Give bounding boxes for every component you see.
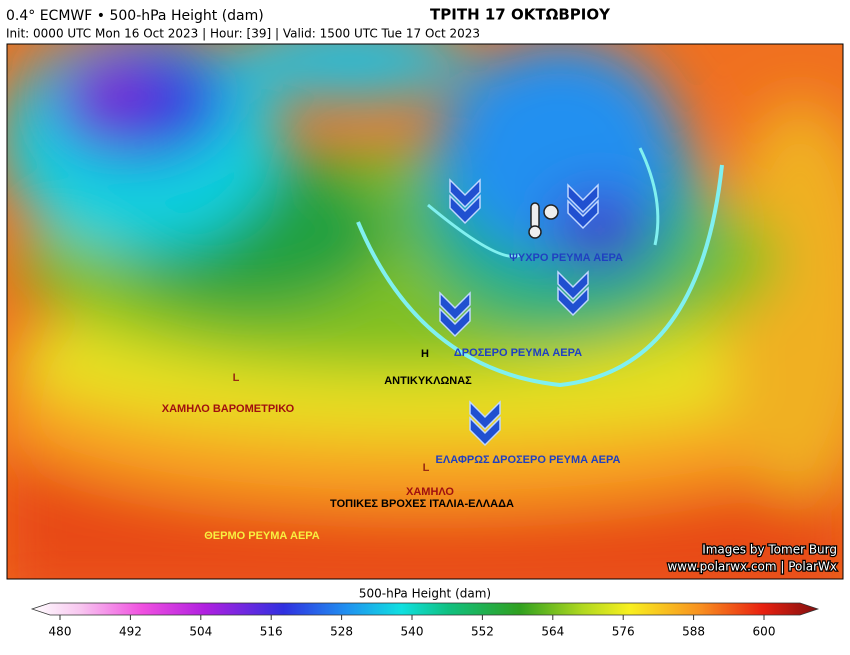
colorbar-title: 500-hPa Height (dam) xyxy=(359,587,491,601)
colorbar-tick-label: 552 xyxy=(471,625,494,639)
colorbar-tick-label: 480 xyxy=(49,625,72,639)
colorbar-tick-label: 588 xyxy=(682,625,705,639)
credit: Images by Tomer Burg xyxy=(702,543,837,557)
colorbar-tick-label: 492 xyxy=(119,625,142,639)
colorbar-tick-label: 528 xyxy=(330,625,353,639)
high-label: H xyxy=(421,348,429,360)
map: L ΧΑΜΗΛΟ ΒΑΡΟΜΕΤΡΙΚΟ H ΑΝΤΙΚΥΚΛΩΝΑΣ L ΧΑ… xyxy=(7,44,843,579)
annotation: ΘΕΡΜΟ ΡΕΥΜΑ ΑΕΡΑ xyxy=(204,530,320,542)
annotation: ΧΑΜΗΛΟ ΒΑΡΟΜΕΤΡΙΚΟ xyxy=(162,403,295,415)
annotation: ΤΟΠΙΚΕΣ ΒΡΟΧΕΣ ΙΤΑΛΙΑ-ΕΛΛΑΔΑ xyxy=(330,498,514,510)
header-subtitle: Init: 0000 UTC Mon 16 Oct 2023 | Hour: [… xyxy=(6,27,480,41)
annotation: ΨΥΧΡΟ ΡΕΥΜΑ ΑΕΡΑ xyxy=(509,252,623,264)
header-title: 0.4° ECMWF • 500-hPa Height (dam) xyxy=(6,8,264,24)
colorbar-tick-label: 540 xyxy=(401,625,424,639)
annotation: ΧΑΜΗΛΟ xyxy=(406,486,454,498)
annotation: ΑΝΤΙΚΥΚΛΩΝΑΣ xyxy=(384,375,472,387)
colorbar-tick-label: 576 xyxy=(612,625,635,639)
low-label: L xyxy=(233,372,240,384)
credit: www.polarwx.com | PolarWx xyxy=(667,560,837,574)
map-frame xyxy=(6,43,844,580)
colorbar-tick-label: 600 xyxy=(753,625,776,639)
annotation: ΕΛΑΦΡΩΣ ΔΡΟΣΕΡΟ ΡΕΥΜΑ ΑΕΡΑ xyxy=(436,454,621,466)
date-title: ΤΡΙΤΗ 17 ΟΚΤΩΒΡΙΟΥ xyxy=(430,6,611,24)
colorbar xyxy=(30,602,820,616)
colorbar-tick-label: 516 xyxy=(260,625,283,639)
low-label: L xyxy=(423,462,430,474)
colorbar-tick-label: 504 xyxy=(189,625,212,639)
colorbar-ticks: 480 492 504 516 528 540 552 564 576 588 600 xyxy=(49,615,776,639)
colorbar-tick-label: 564 xyxy=(541,625,564,639)
annotation: ΔΡΟΣΕΡΟ ΡΕΥΜΑ ΑΕΡΑ xyxy=(454,347,582,359)
